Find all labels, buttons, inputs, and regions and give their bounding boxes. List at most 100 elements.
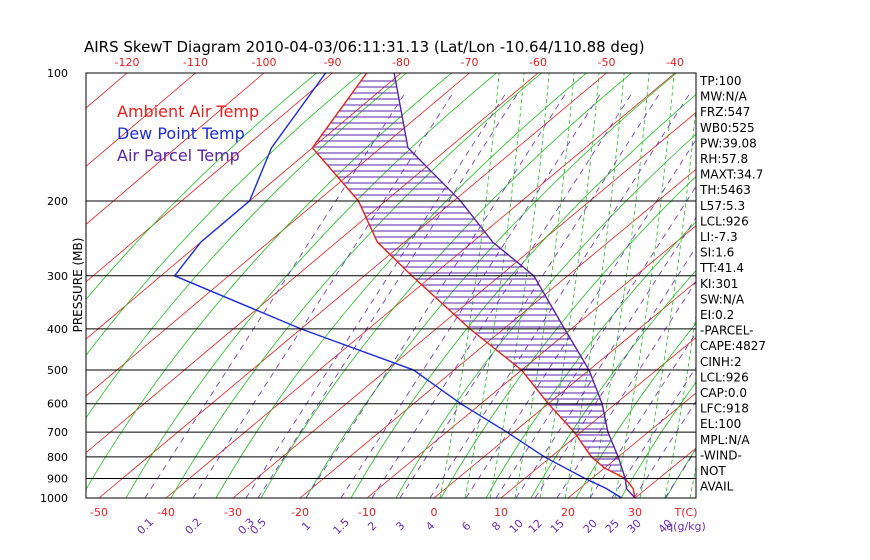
- mixing-ratio-line: [429, 92, 691, 498]
- dry-adiabat-line: [620, 381, 696, 498]
- isotherm-line: [366, 225, 696, 498]
- bottom-temp-tick-label: 10: [494, 506, 508, 519]
- pressure-tick-label: 700: [47, 426, 68, 439]
- isotherm-line: [433, 281, 696, 498]
- index-entry: EL:100: [700, 417, 741, 431]
- top-temp-tick-label: -110: [183, 56, 208, 69]
- moist-adiabat-line: [589, 73, 650, 498]
- mixing-ratio-tick-label: 4: [423, 519, 437, 533]
- moist-adiabat-line: [439, 73, 500, 498]
- index-entry: EI:0.2: [700, 308, 734, 322]
- mixing-ratio-tick-label: 20: [581, 517, 600, 536]
- index-entry: AVAIL: [700, 480, 734, 494]
- index-entry: L57:5.3: [700, 199, 745, 213]
- mixing-ratio-tick-label: 25: [603, 517, 622, 536]
- dry-adiabat-line: [756, 33, 870, 498]
- pressure-tick-label: 800: [47, 451, 68, 464]
- mixing-ratio-tick-label: 0.1: [135, 516, 157, 538]
- mixing-ratio-line: [371, 92, 633, 498]
- dry-adiabat-line: [665, 447, 696, 498]
- index-entry: CAP:0.0: [700, 386, 747, 400]
- index-entry: FRZ:547: [700, 105, 750, 119]
- legend-entry: Ambient Air Temp: [117, 102, 259, 121]
- bottom-temp-tick-label: -30: [224, 506, 242, 519]
- chart-title: AIRS SkewT Diagram 2010-04-03/06:11:31.1…: [84, 38, 645, 56]
- isotherm-line: [86, 73, 402, 340]
- mixing-ratio-line: [192, 92, 454, 498]
- bottom-temp-unit: T(C): [674, 506, 698, 519]
- top-temp-tick-label: -100: [252, 56, 277, 69]
- dry-adiabat-line: [575, 322, 696, 498]
- mixing-ratio-tick-label: 10: [507, 517, 526, 536]
- dry-adiabat-line: [350, 94, 696, 498]
- mixing-ratio-line: [144, 92, 406, 498]
- index-entry: LI:-7.3: [700, 230, 738, 244]
- dry-adiabat-line: [86, 73, 408, 419]
- index-entry: MPL:N/A: [700, 433, 750, 447]
- index-entry: LFC:918: [700, 402, 749, 416]
- index-entry: CAPE:4827: [700, 339, 766, 353]
- index-entry: CINH:2: [700, 355, 742, 369]
- dry-adiabat-line: [440, 175, 696, 498]
- isotherm-line: [86, 73, 539, 454]
- mixing-ratio-line: [633, 400, 696, 498]
- isotherm-line: [500, 337, 696, 498]
- bottom-temp-tick-label: 30: [628, 506, 642, 519]
- dry-adiabat-line: [125, 73, 498, 498]
- index-entry: SI:1.6: [700, 246, 734, 260]
- top-temp-tick-label: -40: [666, 56, 684, 69]
- moist-adiabat-line: [514, 73, 575, 498]
- bottom-temp-tick-label: -40: [157, 506, 175, 519]
- bottom-temp-tick-label: -20: [291, 506, 309, 519]
- pressure-tick-label: 600: [47, 398, 68, 411]
- mixing-ratio-tick-label: 0.2: [183, 516, 205, 538]
- bottom-temp-tick-label: -10: [358, 506, 376, 519]
- index-entry: MW:N/A: [700, 90, 748, 104]
- mixing-ratio-line: [305, 92, 567, 498]
- isotherm-line: [98, 73, 607, 498]
- dry-adiabat-line: [86, 73, 453, 491]
- pressure-tick-label: 200: [47, 195, 68, 208]
- index-entry: TP:100: [699, 74, 742, 88]
- index-entry: LCL:926: [700, 370, 749, 384]
- dry-adiabat-line: [170, 73, 543, 498]
- mixing-ratio-tick-label: 30: [625, 517, 644, 536]
- top-temp-tick-label: -50: [598, 56, 616, 69]
- moist-adiabat-line: [614, 73, 675, 498]
- moist-adiabat-line: [564, 73, 625, 498]
- bottom-temp-tick-label: 0: [431, 506, 438, 519]
- mixing-ratio-line: [399, 92, 661, 498]
- legend-entry: Dew Point Temp: [117, 124, 245, 143]
- pressure-tick-label: 500: [47, 364, 68, 377]
- dry-adiabat-line: [305, 73, 678, 498]
- isotherm-line: [86, 73, 265, 225]
- moist-adiabat-line: [664, 312, 696, 498]
- mixing-ratio-line: [465, 138, 696, 498]
- mixing-ratio-tick-label: 15: [548, 517, 567, 536]
- pressure-tick-label: 900: [47, 473, 68, 486]
- index-entry: -WIND-: [700, 448, 742, 462]
- mixing-ratio-line: [534, 246, 696, 498]
- mixing-ratio-tick-label: 1: [299, 519, 313, 533]
- isotherm-line: [86, 73, 470, 397]
- mixing-ratio-line: [515, 216, 696, 498]
- top-temp-tick-label: -70: [461, 56, 479, 69]
- mixing-ratio-tick-label: 1.5: [331, 516, 353, 538]
- moist-adiabat-line: [489, 73, 550, 498]
- y-axis-label: PRESSURE (MB): [71, 238, 85, 333]
- index-entry: WB0:525: [700, 121, 755, 135]
- pressure-tick-label: 1000: [40, 492, 68, 505]
- dry-adiabat-line: [86, 73, 363, 357]
- mixing-ratio-tick-label: 2: [365, 519, 379, 533]
- bottom-temp-tick-label: -50: [90, 506, 108, 519]
- index-entry: SW:N/A: [700, 292, 745, 306]
- pressure-tick-label: 400: [47, 323, 68, 336]
- dry-adiabat-line: [846, 33, 870, 498]
- top-temp-tick-label: -90: [324, 56, 342, 69]
- index-entry: MAXT:34.7: [700, 168, 763, 182]
- index-entry: -PARCEL-: [700, 324, 754, 338]
- top-temp-tick-label: -120: [115, 56, 140, 69]
- mixing-ratio-tick-label: 12: [526, 517, 545, 536]
- dry-adiabat-line: [86, 73, 318, 300]
